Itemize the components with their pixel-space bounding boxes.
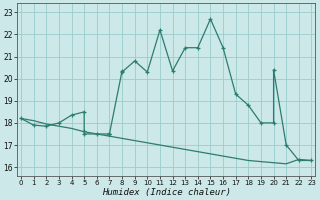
X-axis label: Humidex (Indice chaleur): Humidex (Indice chaleur) — [102, 188, 231, 197]
